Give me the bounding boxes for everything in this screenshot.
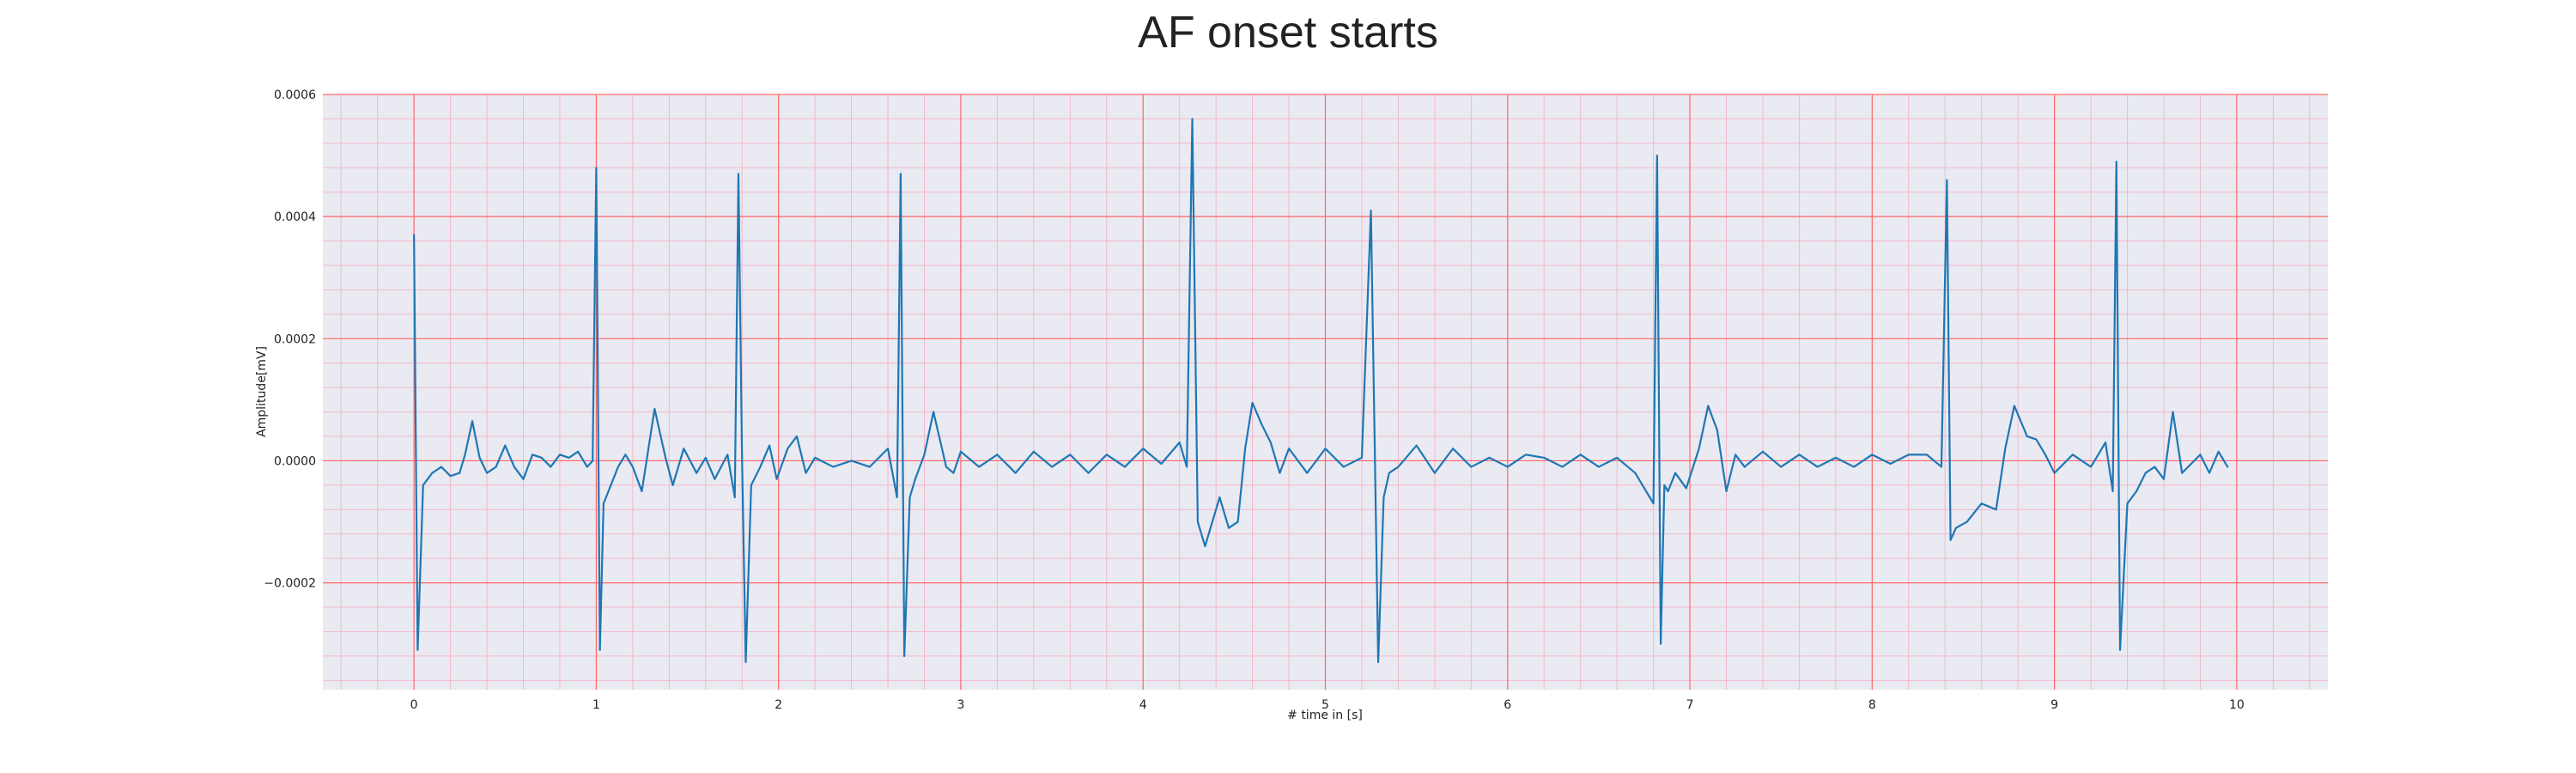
- x-tick-label: 7: [1686, 698, 1694, 712]
- y-tick-label: 0.0004: [274, 210, 316, 224]
- x-tick-label: 3: [957, 698, 964, 712]
- y-axis-label: Amplitude[mV]: [255, 346, 269, 437]
- chart-title: AF onset starts: [1138, 8, 1438, 58]
- y-tick-label: −0.0002: [264, 577, 316, 591]
- x-tick-label: 0: [410, 698, 418, 712]
- x-tick-label: 1: [592, 698, 600, 712]
- x-tick-label: 10: [2229, 698, 2245, 712]
- y-axis-ticks: −0.0002 0.0000 0.0002 0.0004 0.0006: [264, 88, 316, 591]
- x-axis-label: # time in [s]: [1287, 709, 1363, 722]
- y-tick-label: 0.0006: [274, 88, 316, 102]
- y-tick-label: 0.0000: [274, 454, 316, 468]
- x-tick-label: 5: [1321, 698, 1329, 712]
- x-tick-label: 4: [1139, 698, 1147, 712]
- x-axis-ticks: 0 1 2 3 4 5 6 7 8 9 10: [410, 698, 2245, 712]
- x-tick-label: 6: [1504, 698, 1511, 712]
- x-tick-label: 8: [1868, 698, 1876, 712]
- x-tick-label: 2: [775, 698, 782, 712]
- y-tick-label: 0.0002: [274, 332, 316, 346]
- ecg-signal-line: [413, 118, 2229, 664]
- x-tick-label: 9: [2050, 698, 2058, 712]
